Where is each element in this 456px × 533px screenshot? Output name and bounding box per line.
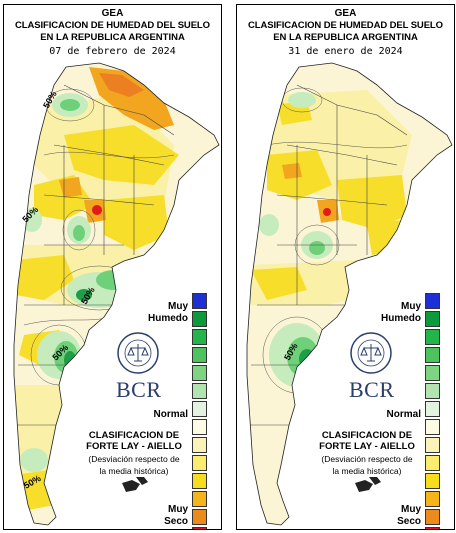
color-legend: [192, 293, 207, 529]
classification-method: FORTE LAY - AIELLO: [86, 441, 182, 452]
legend-label-normal: Normal: [153, 409, 188, 420]
legend-label-muy-seco: Muy: [401, 504, 421, 515]
legend-swatch: [425, 509, 440, 525]
legend-swatch: [192, 365, 207, 381]
argentina-map-left: 50% 50% 50% 50% 50%: [13, 62, 220, 526]
legend-swatch: [192, 491, 207, 507]
header-subtitle: EN LA REPUBLICA ARGENTINA: [40, 32, 185, 43]
legend-swatch: [192, 401, 207, 417]
bcr-seal-logo: [117, 332, 159, 374]
map-panel-right: 50% GEA CLASIFICACION DE HUMEDAD DEL SUE…: [236, 4, 455, 530]
legend-swatch: [425, 401, 440, 417]
legend-label-normal: Normal: [386, 409, 421, 420]
legend-swatch: [192, 527, 207, 529]
classification-method: FORTE LAY - AIELLO: [319, 441, 415, 452]
legend-swatch: [425, 491, 440, 507]
classification-subtitle: la media histórica): [332, 466, 402, 476]
malvinas-islands: [122, 477, 148, 492]
argentina-map-right: 50%: [246, 62, 453, 526]
legend-swatch: [425, 293, 440, 309]
header-title: CLASIFICACION DE HUMEDAD DEL SUELO: [15, 20, 210, 31]
legend-swatch: [425, 527, 440, 529]
legend-swatch: [425, 419, 440, 435]
legend-swatch: [192, 509, 207, 525]
legend-label-seco: Seco: [164, 516, 188, 527]
legend-label-humedo: Humedo: [148, 313, 188, 324]
legend-swatch: [425, 455, 440, 471]
legend-swatch: [425, 347, 440, 363]
legend-swatch: [192, 347, 207, 363]
legend-label-muy: Muy: [401, 301, 421, 312]
header-date: 07 de febrero de 2024: [49, 46, 176, 57]
header-subtitle: EN LA REPUBLICA ARGENTINA: [273, 32, 418, 43]
legend-swatch: [192, 329, 207, 345]
classification-title: CLASIFICACION DE: [88, 430, 180, 441]
legend-swatch: [425, 437, 440, 453]
classification-note: CLASIFICACION DE FORTE LAY - AIELLO (Des…: [75, 430, 193, 476]
legend-swatch: [192, 311, 207, 327]
legend-swatch: [425, 329, 440, 345]
classification-note: CLASIFICACION DE FORTE LAY - AIELLO (Des…: [308, 430, 426, 476]
classification-title: CLASIFICACION DE: [321, 430, 413, 441]
legend-swatch: [425, 311, 440, 327]
bcr-seal-logo: [350, 332, 392, 374]
legend-swatch: [192, 293, 207, 309]
map-panel-left: 50% 50% 50% 50% 50% GEA CLASIFICACION DE…: [3, 4, 222, 530]
legend-swatch: [425, 383, 440, 399]
legend-swatch: [192, 437, 207, 453]
classification-subtitle: la media histórica): [99, 466, 169, 476]
legend-label-humedo: Humedo: [381, 313, 421, 324]
legend-label-seco: Seco: [397, 516, 421, 527]
legend-swatch: [192, 383, 207, 399]
classification-subtitle: (Desviación respecto de: [88, 454, 180, 464]
header-title: CLASIFICACION DE HUMEDAD DEL SUELO: [248, 20, 443, 31]
header-date: 31 de enero de 2024: [288, 46, 403, 57]
legend-label-muy: Muy: [168, 301, 188, 312]
bcr-logo-text: BCR: [116, 377, 162, 402]
classification-subtitle: (Desviación respecto de: [321, 454, 413, 464]
malvinas-islands: [355, 477, 381, 492]
header-org: GEA: [101, 8, 124, 19]
legend-swatch: [192, 419, 207, 435]
header-org: GEA: [334, 8, 357, 19]
legend-label-muy-seco: Muy: [168, 504, 188, 515]
legend-swatch: [192, 473, 207, 489]
legend-swatch: [425, 473, 440, 489]
legend-swatch: [192, 455, 207, 471]
bcr-logo-text: BCR: [349, 377, 395, 402]
color-legend: [425, 293, 440, 529]
legend-swatch: [425, 365, 440, 381]
